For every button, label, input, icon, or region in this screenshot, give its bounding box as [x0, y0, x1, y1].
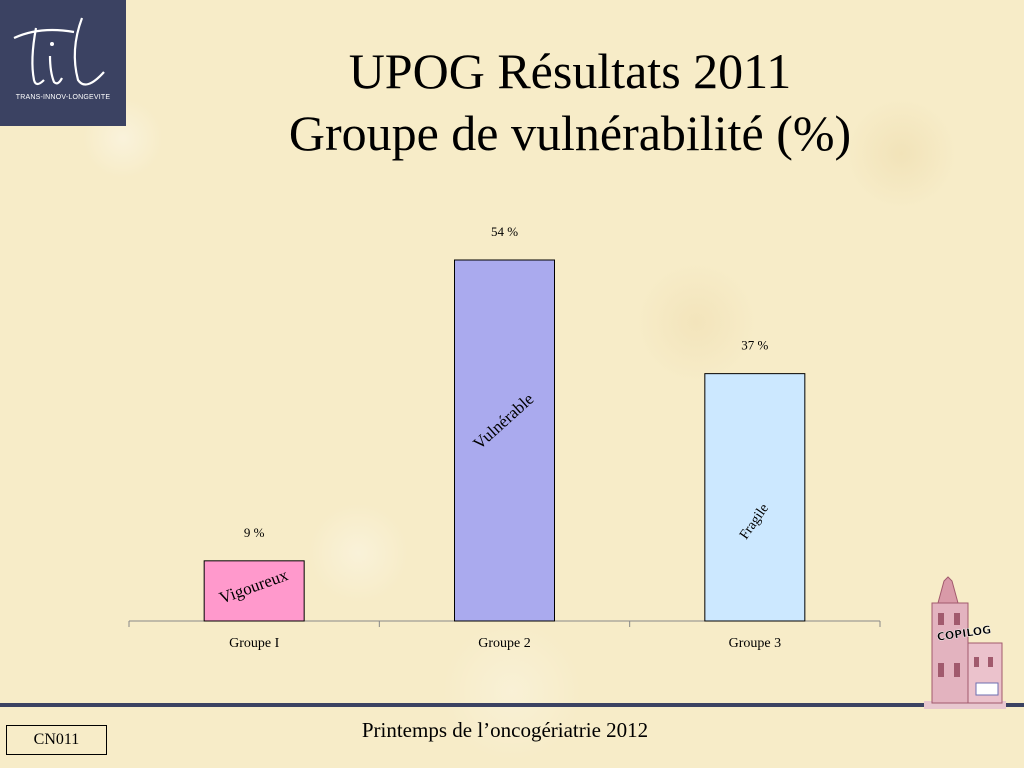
bar-3	[704, 373, 806, 622]
value-label-1: 9 %	[244, 525, 265, 540]
category-label-2: Groupe 2	[478, 636, 531, 651]
category-label-3: Groupe 3	[729, 636, 782, 651]
til-logo: TRANS-INNOV-LONGEVITE	[0, 0, 126, 126]
category-label-1: Groupe I	[229, 636, 279, 651]
value-label-2: 54 %	[491, 224, 518, 239]
footer-divider	[0, 703, 1024, 707]
slide-title: UPOG Résultats 2011 Groupe de vulnérabil…	[140, 40, 1000, 164]
value-label-3: 37 %	[741, 338, 768, 353]
bar-1	[203, 560, 305, 622]
copilog-logo: COPILOG	[924, 576, 1006, 709]
title-line-1: UPOG Résultats 2011	[348, 43, 792, 99]
slide-code-box: CN011	[6, 725, 107, 755]
til-logo-mark	[13, 17, 105, 86]
footer-text: Printemps de l’oncogériatrie 2012	[361, 718, 649, 742]
logo-caption: TRANS-INNOV-LONGEVITE	[15, 94, 111, 101]
slide-code: CN011	[33, 731, 80, 748]
bar-2	[454, 259, 555, 622]
title-line-2: Groupe de vulnérabilité (%)	[288, 105, 852, 161]
